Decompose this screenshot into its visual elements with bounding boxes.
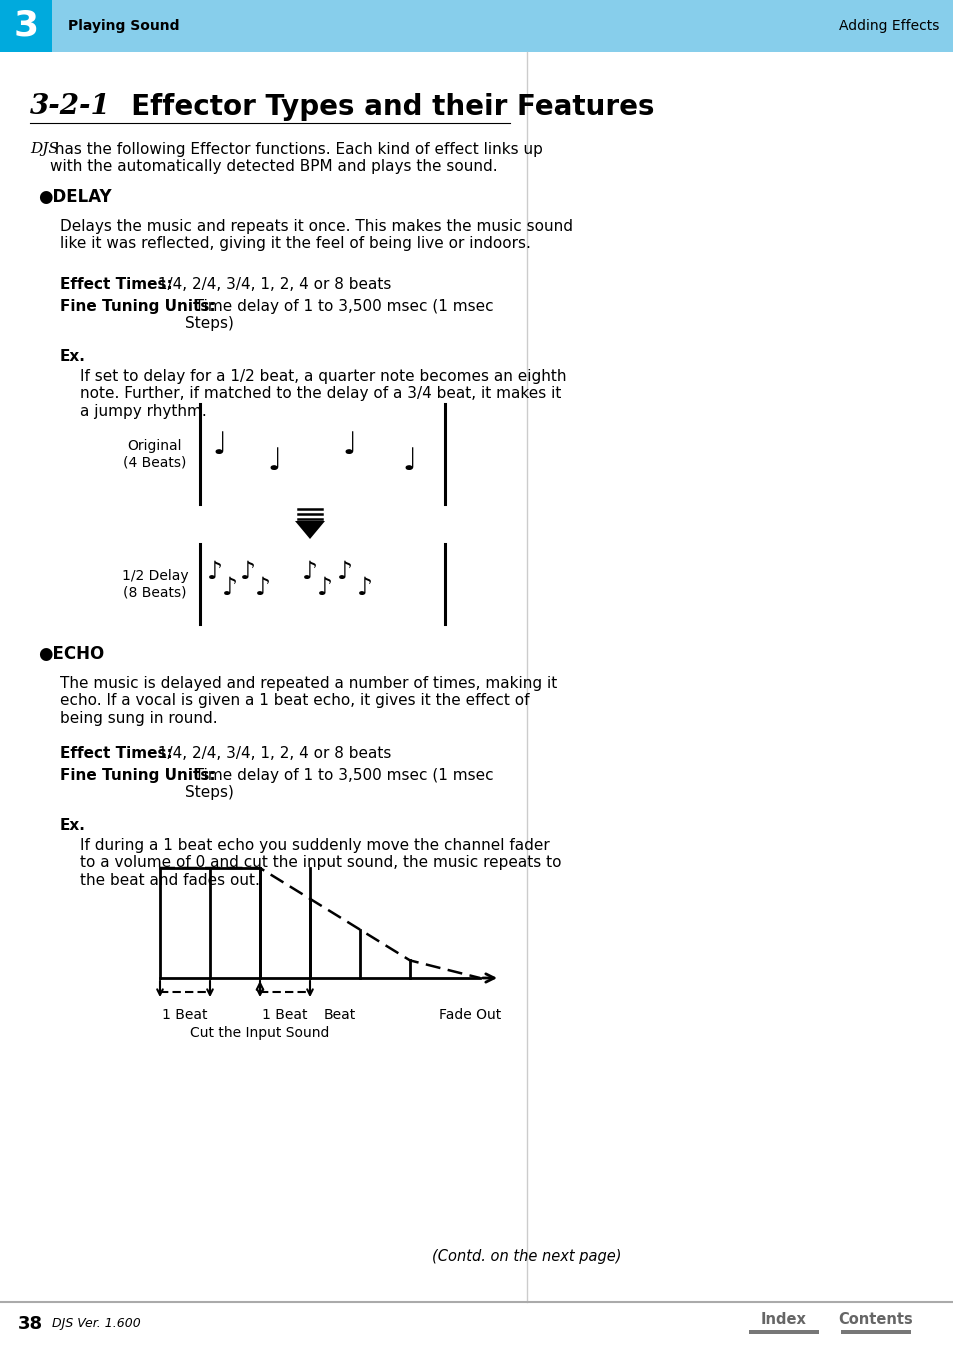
Text: DJS: DJS <box>30 142 59 155</box>
Text: Time delay of 1 to 3,500 msec (1 msec
Steps): Time delay of 1 to 3,500 msec (1 msec St… <box>185 768 493 800</box>
Text: (Contd. on the next page): (Contd. on the next page) <box>432 1249 621 1264</box>
Text: 1/4, 2/4, 3/4, 1, 2, 4 or 8 beats: 1/4, 2/4, 3/4, 1, 2, 4 or 8 beats <box>152 277 391 292</box>
Text: ♩: ♩ <box>402 448 416 476</box>
Text: ♪: ♪ <box>316 576 333 600</box>
Text: ♩: ♩ <box>342 431 356 461</box>
Text: Effect Times:: Effect Times: <box>60 746 172 761</box>
Text: ♪: ♪ <box>302 560 317 584</box>
Bar <box>0 0 953 51</box>
Bar <box>748 1330 818 1334</box>
Text: 3: 3 <box>13 9 38 43</box>
Text: Effector Types and their Features: Effector Types and their Features <box>112 93 654 120</box>
Text: 1/2 Delay
(8 Beats): 1/2 Delay (8 Beats) <box>122 569 188 599</box>
Text: ●DELAY: ●DELAY <box>38 188 112 206</box>
Text: ♩: ♩ <box>213 431 227 461</box>
Text: Ex.: Ex. <box>60 818 86 833</box>
Text: 1 Beat: 1 Beat <box>162 1009 208 1022</box>
Text: ♪: ♪ <box>240 560 255 584</box>
Text: Fine Tuning Units:: Fine Tuning Units: <box>60 299 215 314</box>
Text: Fine Tuning Units:: Fine Tuning Units: <box>60 768 215 783</box>
Text: Cut the Input Sound: Cut the Input Sound <box>190 1026 330 1040</box>
Bar <box>0 0 52 51</box>
Text: ●ECHO: ●ECHO <box>38 645 104 662</box>
Text: Beat: Beat <box>323 1009 355 1022</box>
Text: ♪: ♪ <box>254 576 271 600</box>
Text: Effect Times:: Effect Times: <box>60 277 172 292</box>
Text: Fade Out: Fade Out <box>438 1009 500 1022</box>
Text: The music is delayed and repeated a number of times, making it
echo. If a vocal : The music is delayed and repeated a numb… <box>60 676 557 726</box>
Text: has the following Effector functions. Each kind of effect links up
with the auto: has the following Effector functions. Ea… <box>50 142 542 174</box>
Text: ♩: ♩ <box>268 448 282 476</box>
Text: 1 Beat: 1 Beat <box>262 1009 308 1022</box>
Text: Original
(4 Beats): Original (4 Beats) <box>123 439 187 469</box>
Text: Delays the music and repeats it once. This makes the music sound
like it was ref: Delays the music and repeats it once. Th… <box>60 219 573 251</box>
Text: Time delay of 1 to 3,500 msec (1 msec
Steps): Time delay of 1 to 3,500 msec (1 msec St… <box>185 299 493 331</box>
Text: Contents: Contents <box>838 1311 912 1326</box>
Text: Playing Sound: Playing Sound <box>68 19 179 32</box>
Text: Adding Effects: Adding Effects <box>838 19 938 32</box>
Text: ♪: ♪ <box>222 576 237 600</box>
Text: If set to delay for a 1/2 beat, a quarter note becomes an eighth
note. Further, : If set to delay for a 1/2 beat, a quarte… <box>80 369 566 419</box>
Polygon shape <box>294 521 325 539</box>
Text: 38: 38 <box>18 1315 43 1333</box>
Bar <box>841 1330 910 1334</box>
Text: If during a 1 beat echo you suddenly move the channel fader
to a volume of 0 and: If during a 1 beat echo you suddenly mov… <box>80 838 561 888</box>
Text: Ex.: Ex. <box>60 349 86 364</box>
Text: ♪: ♪ <box>356 576 373 600</box>
Text: ♪: ♪ <box>207 560 223 584</box>
Text: DJS Ver. 1.600: DJS Ver. 1.600 <box>52 1317 141 1330</box>
Text: 3-2-1: 3-2-1 <box>30 93 111 120</box>
Text: Index: Index <box>760 1311 806 1326</box>
Text: ♪: ♪ <box>336 560 353 584</box>
Text: 1/4, 2/4, 3/4, 1, 2, 4 or 8 beats: 1/4, 2/4, 3/4, 1, 2, 4 or 8 beats <box>152 746 391 761</box>
